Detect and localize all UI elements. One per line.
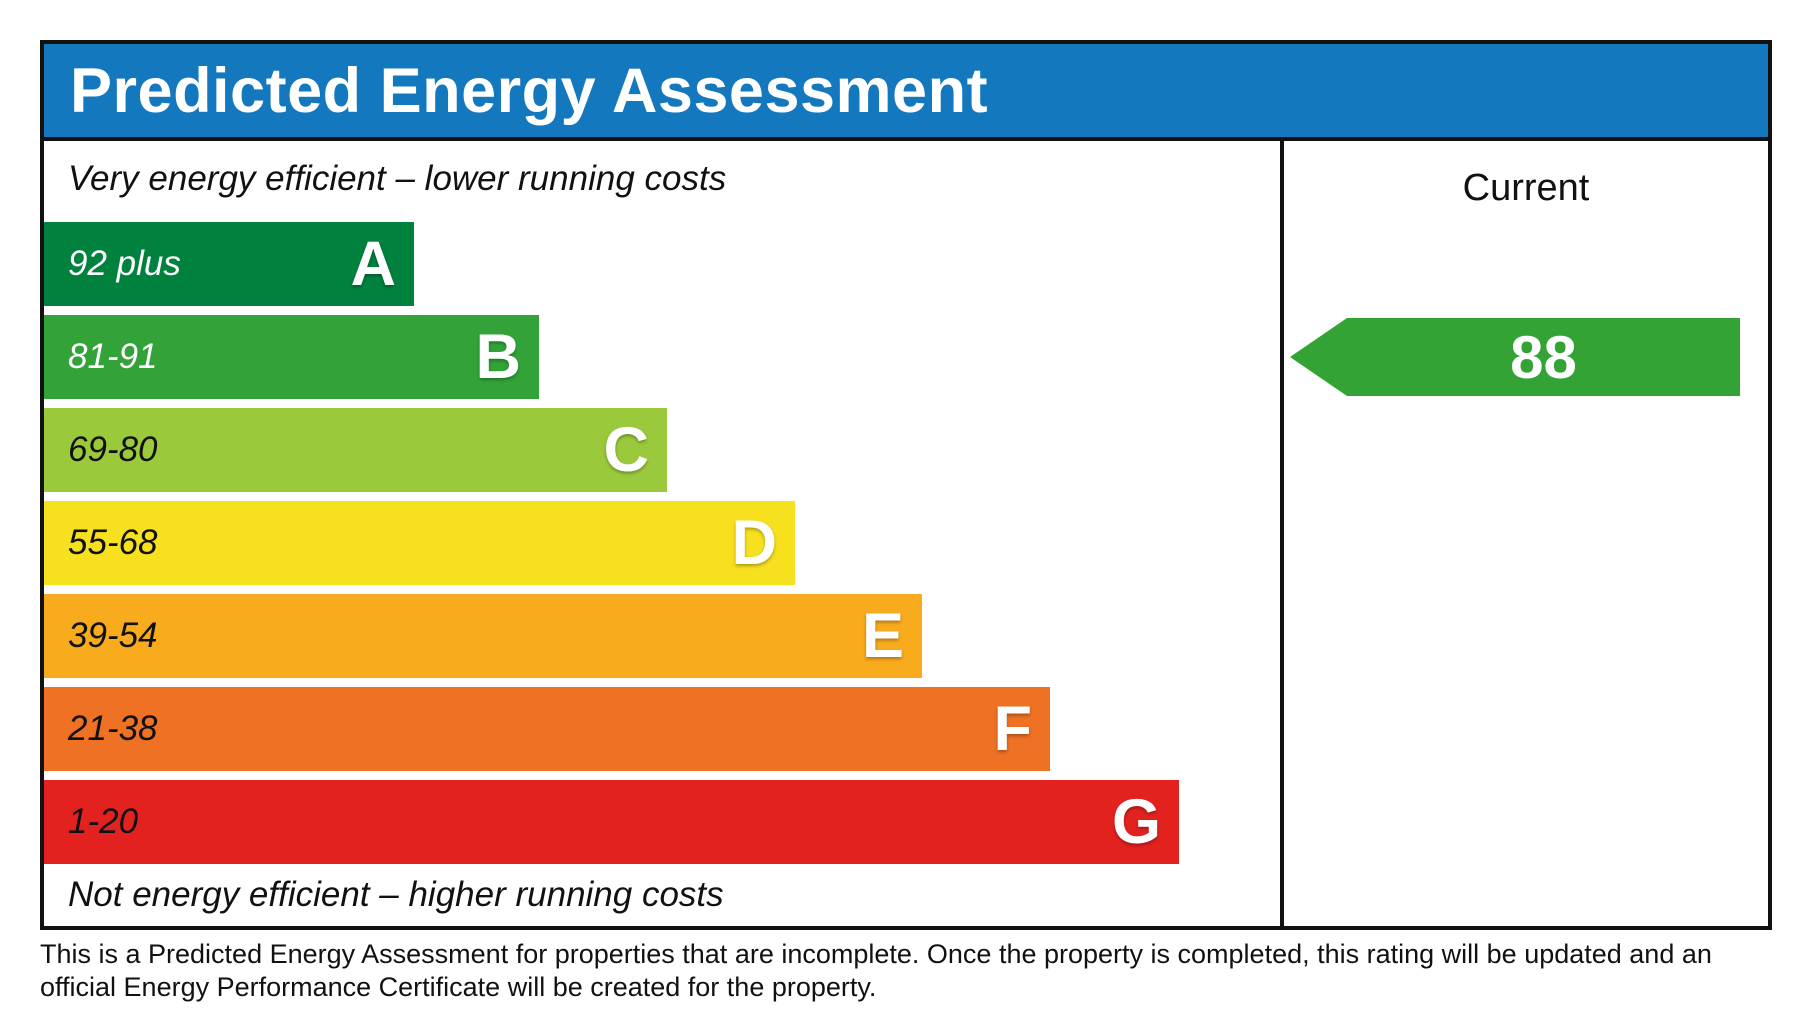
band-letter: C (603, 414, 650, 485)
epc-band-row-C: 69-80 C (44, 408, 667, 492)
band-letter: B (475, 321, 522, 392)
epc-band-row-B: 81-91 B (44, 315, 539, 399)
arrow-left-shape (1290, 318, 1740, 396)
bottom-caption: Not energy efficient – higher running co… (68, 875, 724, 914)
band-range-label: 39-54 (68, 616, 158, 655)
current-rating-arrow: 88 (1290, 317, 1740, 397)
page-title: Predicted Energy Assessment (70, 55, 989, 126)
footnote-line-1: This is a Predicted Energy Assessment fo… (40, 939, 1712, 969)
current-panel: Current 88 (1280, 141, 1768, 926)
band-letter: E (861, 600, 904, 671)
band-range-label: 92 plus (68, 244, 181, 283)
epc-bands: 92 plus A 81-91 B 69-80 C 55-68 D 39-54 … (44, 222, 1280, 864)
band-range-label: 55-68 (68, 523, 158, 562)
arrow-left-icon (1290, 318, 1740, 396)
epc-body: Very energy efficient – lower running co… (44, 141, 1768, 926)
band-letter: D (731, 507, 778, 578)
epc-certificate-box: Predicted Energy Assessment Very energy … (40, 40, 1772, 930)
epc-band-row-A: 92 plus A (44, 222, 414, 306)
band-range-label: 1-20 (68, 802, 139, 841)
current-rating-value: 88 (1510, 323, 1577, 391)
epc-band-row-F: 21-38 F (44, 687, 1050, 771)
band-letter: F (993, 693, 1032, 764)
epc-band-row-D: 55-68 D (44, 501, 795, 585)
epc-band-row-G: 1-20 G (44, 780, 1179, 864)
top-caption: Very energy efficient – lower running co… (68, 159, 727, 198)
epc-header: Predicted Energy Assessment (44, 44, 1768, 141)
band-range-label: 69-80 (68, 430, 158, 469)
footnote-line-2: official Energy Performance Certificate … (40, 972, 877, 1002)
band-letter: A (350, 228, 397, 299)
rating-chart-panel: Very energy efficient – lower running co… (44, 141, 1280, 926)
current-column-header: Current (1462, 167, 1590, 209)
band-range-label: 81-91 (68, 337, 158, 376)
band-letter: G (1111, 786, 1161, 857)
band-range-label: 21-38 (68, 709, 158, 748)
epc-band-row-E: 39-54 E (44, 594, 922, 678)
footnote: This is a Predicted Energy Assessment fo… (40, 938, 1712, 1004)
